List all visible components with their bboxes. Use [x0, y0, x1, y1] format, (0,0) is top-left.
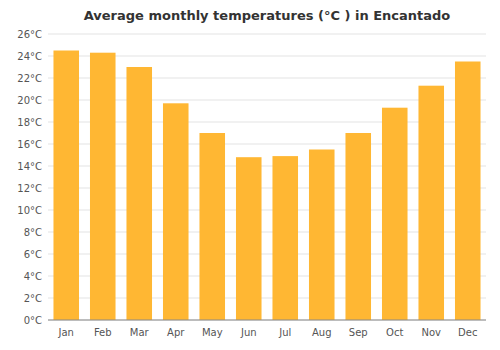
x-tick-label: Oct	[386, 327, 403, 338]
x-tick-label: May	[202, 327, 223, 338]
y-tick-label: 6°C	[24, 249, 42, 260]
bar	[272, 156, 298, 320]
y-tick-label: 0°C	[24, 315, 42, 326]
x-tick-label: Aug	[312, 327, 332, 338]
y-tick-label: 26°C	[17, 29, 42, 40]
x-tick-label: Mar	[130, 327, 150, 338]
x-tick-label: Feb	[94, 327, 112, 338]
y-tick-label: 14°C	[17, 161, 42, 172]
x-tick-label: Nov	[421, 327, 441, 338]
title: Average monthly temperatures (°C ) in En…	[84, 8, 451, 23]
bar	[236, 157, 262, 320]
chart: Average monthly temperatures (°C ) in En…	[0, 0, 500, 350]
bar	[418, 86, 444, 320]
y-tick-label: 22°C	[17, 73, 42, 84]
y-tick-label: 2°C	[24, 293, 42, 304]
bar	[382, 108, 408, 320]
x-tick-label: Dec	[458, 327, 477, 338]
x-axis: Jan Feb Mar Apr May Jun Jul Aug Sep Oct Nov Dec	[58, 327, 478, 338]
grid-line	[48, 320, 486, 321]
bar	[126, 67, 152, 320]
x-tick-label: Jul	[278, 327, 291, 338]
y-tick-label: 12°C	[17, 183, 42, 194]
bar	[455, 62, 481, 321]
x-axis-line	[48, 320, 486, 321]
grid-line	[48, 34, 486, 35]
y-tick-label: 10°C	[17, 205, 42, 216]
bar	[90, 53, 116, 320]
y-axis: 0°C 2°C 4°C 6°C 8°C 10°C 12°C 14°C 16°C 18°C 20°C 2…	[17, 29, 486, 326]
x-tick-label: Apr	[167, 327, 185, 338]
y-tick-label: 16°C	[17, 139, 42, 150]
y-tick-label: 24°C	[17, 51, 42, 62]
x-tick-label: Sep	[349, 327, 368, 338]
y-tick-label: 20°C	[17, 95, 42, 106]
x-tick-label: Jan	[58, 327, 74, 338]
x-tick-label: Jun	[240, 327, 257, 338]
y-tick-label: 4°C	[24, 271, 42, 282]
y-tick-label: 8°C	[24, 227, 42, 238]
bar	[53, 51, 79, 321]
bars	[53, 51, 480, 321]
y-tick-label: 18°C	[17, 117, 42, 128]
bar	[345, 133, 371, 320]
bar	[309, 150, 335, 321]
bar	[199, 133, 225, 320]
bar	[163, 103, 189, 320]
